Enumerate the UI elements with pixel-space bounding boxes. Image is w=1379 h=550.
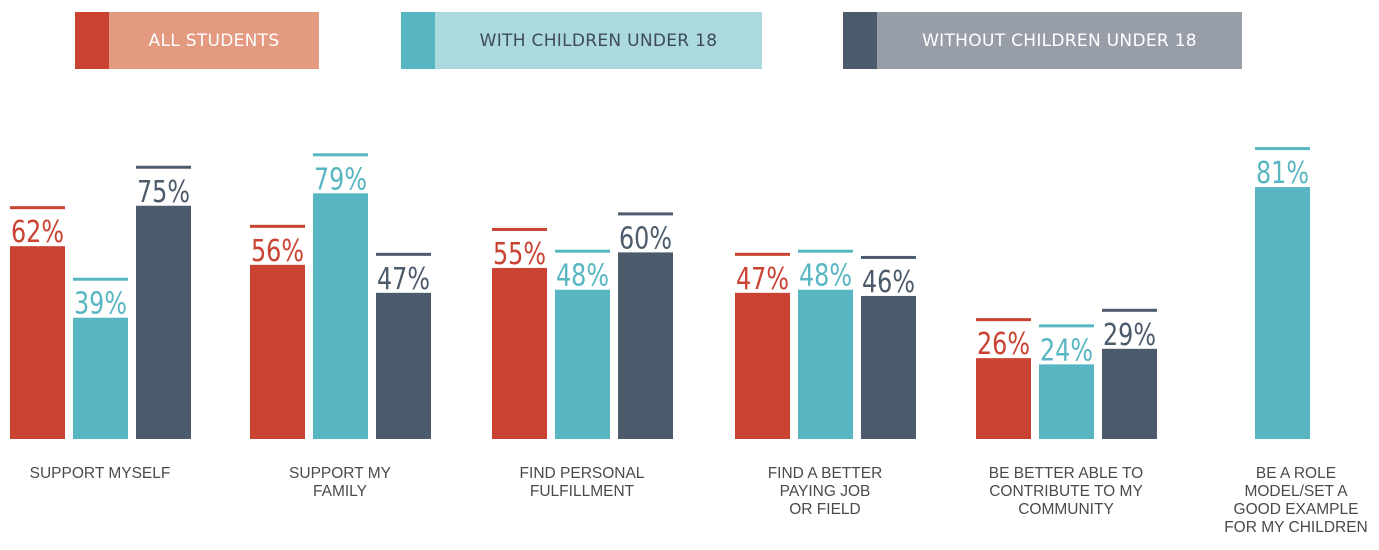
bar [1039, 364, 1094, 439]
bar [313, 193, 368, 439]
bar-cap-line [555, 249, 610, 253]
legend-item-with-children: WITH CHILDREN UNDER 18 [401, 12, 762, 69]
legend-label-all-students: ALL STUDENTS [109, 12, 319, 69]
bar [136, 205, 191, 439]
bar-group-5: 81% [1255, 147, 1310, 439]
value-label: 81% [1256, 156, 1309, 191]
bar [1102, 348, 1157, 439]
legend-swatch-without-children [843, 12, 877, 69]
value-label: 55% [493, 237, 546, 272]
bar [73, 317, 128, 439]
value-label: 46% [862, 265, 915, 300]
value-label: 26% [977, 327, 1030, 362]
bar-cap-line [798, 249, 853, 253]
category-label-role-model: BE A ROLE MODEL/SET A GOOD EXAMPLE FOR M… [1224, 465, 1368, 536]
bar-cap-line [735, 252, 790, 256]
legend-label-without-children: WITHOUT CHILDREN UNDER 18 [877, 12, 1242, 69]
legend-swatch-all-students [75, 12, 109, 69]
bar [250, 264, 305, 439]
bar-cap-line [250, 224, 305, 228]
bar-cap-line [618, 212, 673, 216]
legend-label-with-children: WITH CHILDREN UNDER 18 [435, 12, 762, 69]
bar-cap-line [1039, 324, 1094, 328]
bar-cap-line [10, 206, 65, 210]
chart-legend: ALL STUDENTS WITH CHILDREN UNDER 18 WITH… [0, 0, 1379, 80]
bar [10, 246, 65, 439]
value-label: 60% [619, 221, 672, 256]
value-label: 39% [74, 287, 127, 322]
category-label-support-family: SUPPORT MY FAMILY [289, 465, 391, 500]
bar-cap-line [376, 252, 431, 256]
value-label: 24% [1040, 333, 1093, 368]
bar-group-0: 62% 39% 75% [10, 165, 191, 439]
bar-cap-line [136, 165, 191, 169]
legend-swatch-with-children [401, 12, 435, 69]
bar [976, 358, 1031, 439]
bar [492, 267, 547, 439]
category-label-contribute-community: BE BETTER ABLE TO CONTRIBUTE TO MY COMMU… [988, 465, 1144, 518]
bar-cap-line [73, 277, 128, 281]
category-label-personal-fulfillment: FIND PERSONAL FULFILLMENT [519, 465, 645, 500]
bar-cap-line [1102, 308, 1157, 312]
bar [555, 289, 610, 439]
bar-cap-line [861, 255, 916, 259]
legend-item-without-children: WITHOUT CHILDREN UNDER 18 [843, 12, 1242, 69]
value-label: 75% [137, 175, 190, 210]
bar-cap-line [976, 318, 1031, 322]
bar [798, 289, 853, 439]
category-label-support-myself: SUPPORT MYSELF [29, 465, 171, 482]
bar [1255, 187, 1310, 439]
bar [735, 292, 790, 439]
bar-group-3: 47% 48% 46% [735, 249, 916, 439]
bar-cap-line [313, 153, 368, 157]
value-label: 48% [799, 259, 852, 294]
category-label-better-paying-job: FIND A BETTER PAYING JOB OR FIELD [767, 465, 883, 518]
value-label: 29% [1103, 318, 1156, 353]
bar-group-1: 56% 79% 47% [250, 153, 431, 439]
value-label: 62% [11, 215, 64, 250]
bar-cap-line [492, 227, 547, 231]
value-label: 47% [736, 262, 789, 297]
bar-cap-line [1255, 147, 1310, 151]
value-label: 79% [314, 162, 367, 197]
bar [861, 295, 916, 439]
bar-group-4: 26% 24% 29% [976, 308, 1157, 439]
value-label: 48% [556, 259, 609, 294]
value-label: 47% [377, 262, 430, 297]
value-label: 56% [251, 234, 304, 269]
bar-group-2: 55% 48% 60% [492, 212, 673, 439]
bar [618, 252, 673, 439]
bar [376, 292, 431, 439]
legend-item-all-students: ALL STUDENTS [75, 12, 319, 69]
